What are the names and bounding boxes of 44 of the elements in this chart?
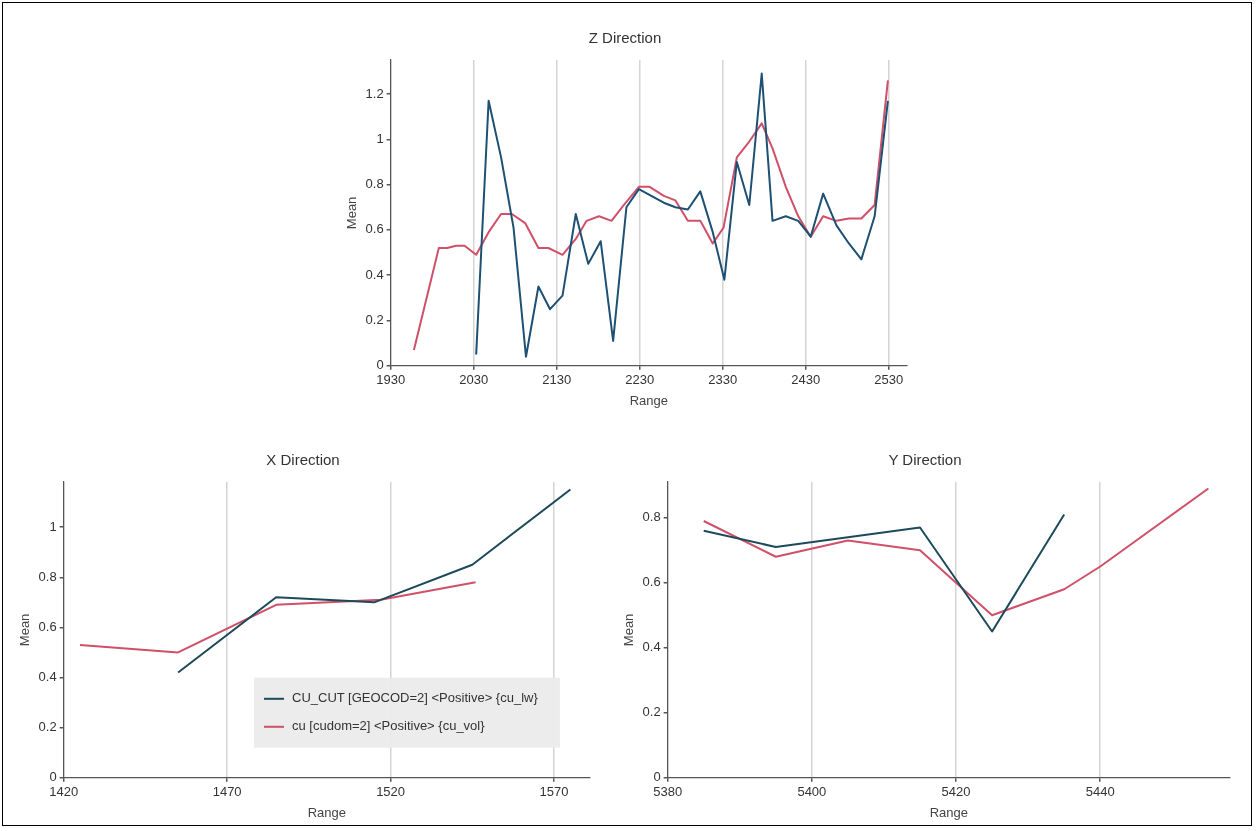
y-tick-label: 0.6 — [38, 618, 57, 634]
legend-label: CU_CUT [GEOCOD=2] <Positive> {cu_lw} — [291, 690, 539, 706]
x-tick-label: 2330 — [708, 372, 738, 388]
x-tick-label: 2030 — [459, 372, 489, 388]
x-tick-label: 5440 — [1085, 784, 1115, 800]
chart-title: Z Direction — [588, 29, 662, 47]
y-tick-label: 0.6 — [642, 574, 661, 590]
y-tick-label: 0 — [49, 769, 57, 785]
chart-title: Y Direction — [888, 451, 962, 469]
y-tick-label: 0 — [376, 357, 384, 373]
y-tick-label: 0.2 — [642, 704, 661, 720]
y-axis-title: Mean — [344, 196, 360, 230]
y-axis-title: Mean — [621, 613, 637, 647]
x-tick-label: 1470 — [212, 784, 242, 800]
y-tick-label: 0.2 — [38, 719, 57, 735]
y-axis-title: Mean — [17, 613, 33, 647]
x-tick-label: 1930 — [376, 372, 406, 388]
x-tick-label: 1420 — [49, 784, 79, 800]
x-tick-label: 5420 — [941, 784, 971, 800]
y-tick-label: 0.4 — [365, 266, 384, 282]
x-tick-label: 5380 — [653, 784, 683, 800]
x-tick-label: 2530 — [874, 372, 904, 388]
x-tick-label: 1570 — [539, 784, 569, 800]
y-tick-label: 0.8 — [642, 509, 661, 525]
y-tick-label: 1 — [49, 518, 57, 534]
y-tick-label: 1 — [376, 130, 384, 146]
y-tick-label: 0.6 — [365, 221, 384, 237]
legend-label: cu [cudom=2] <Positive> {cu_vol} — [291, 718, 486, 734]
x-tick-label: 2130 — [542, 372, 572, 388]
x-axis-title: Range — [629, 392, 668, 408]
x-tick-label: 5400 — [797, 784, 827, 800]
y-tick-label: 0.4 — [38, 669, 57, 685]
y-tick-label: 1.2 — [365, 85, 384, 101]
y-tick-label: 0.2 — [365, 312, 384, 328]
chart-title: X Direction — [266, 451, 340, 469]
x-axis-title: Range — [929, 804, 968, 820]
x-axis-title: Range — [307, 804, 346, 820]
x-tick-label: 2230 — [625, 372, 655, 388]
y-tick-label: 0.8 — [365, 176, 384, 192]
x-tick-label: 1520 — [376, 784, 406, 800]
y-tick-label: 0 — [653, 769, 661, 785]
y-tick-label: 0.4 — [642, 639, 661, 655]
x-tick-label: 2430 — [791, 372, 821, 388]
y-tick-label: 0.8 — [38, 568, 57, 584]
